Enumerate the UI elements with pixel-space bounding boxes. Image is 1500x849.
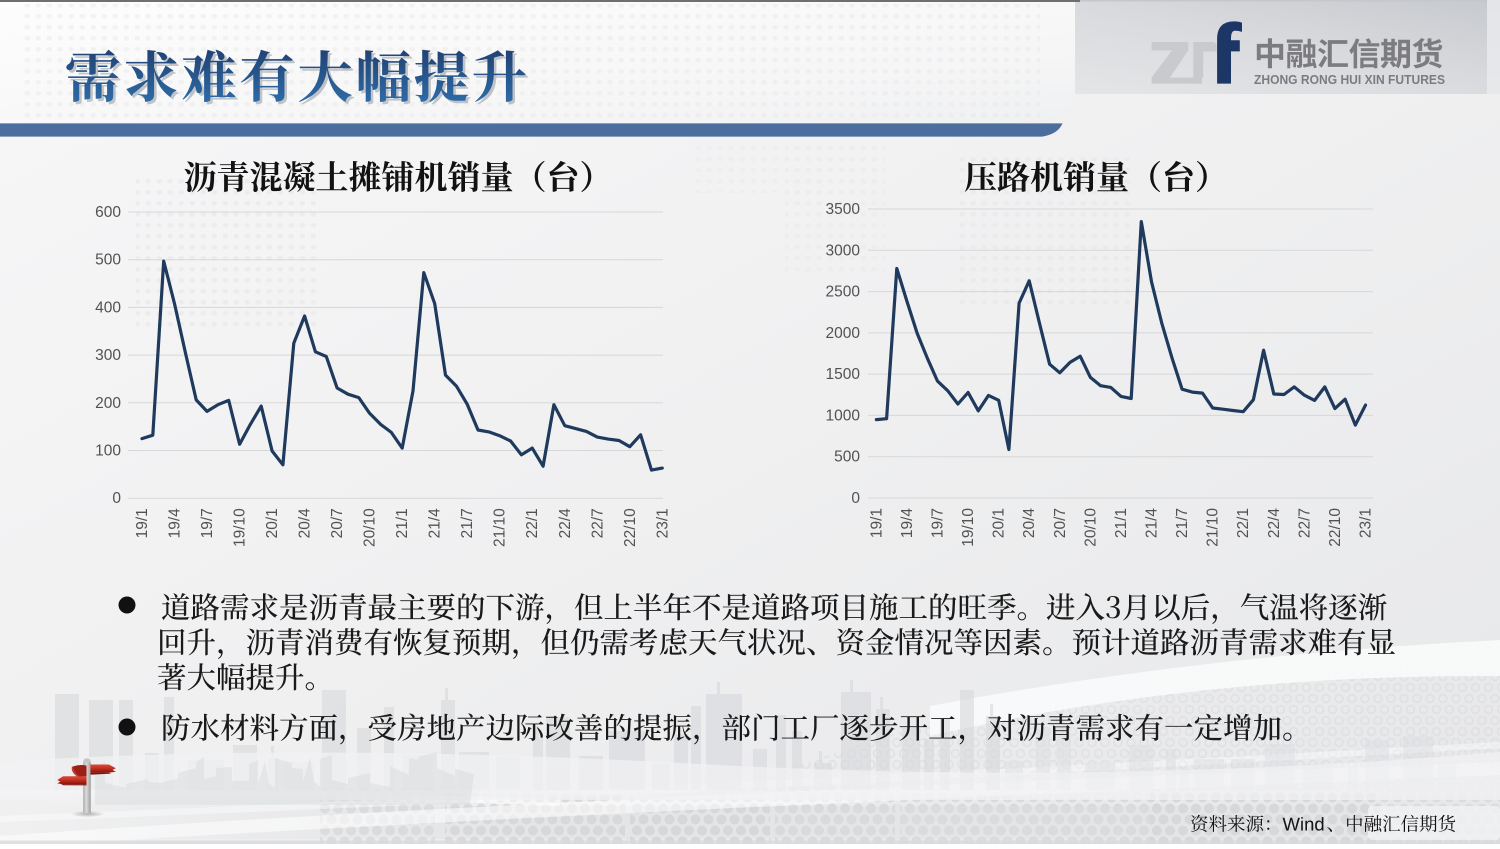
svg-text:21/1: 21/1 xyxy=(1113,508,1130,538)
svg-text:400: 400 xyxy=(95,299,121,316)
svg-text:20/7: 20/7 xyxy=(1052,508,1069,538)
svg-text:500: 500 xyxy=(834,449,860,466)
svg-text:0: 0 xyxy=(112,490,121,507)
svg-text:22/1: 22/1 xyxy=(524,508,541,538)
svg-text:0: 0 xyxy=(851,490,860,507)
svg-text:20/4: 20/4 xyxy=(297,508,314,539)
svg-text:22/10: 22/10 xyxy=(622,508,639,547)
svg-text:22/7: 22/7 xyxy=(1296,508,1313,538)
svg-text:21/7: 21/7 xyxy=(1174,508,1191,538)
svg-text:21/1: 21/1 xyxy=(394,508,411,538)
svg-text:22/10: 22/10 xyxy=(1327,508,1344,547)
svg-text:3500: 3500 xyxy=(826,201,861,218)
svg-text:20/10: 20/10 xyxy=(362,508,379,547)
svg-text:22/4: 22/4 xyxy=(557,508,574,539)
svg-text:19/7: 19/7 xyxy=(930,508,947,538)
svg-text:20/1: 20/1 xyxy=(264,508,281,538)
svg-text:21/10: 21/10 xyxy=(1205,508,1222,547)
svg-text:3000: 3000 xyxy=(826,242,861,259)
svg-text:20/10: 20/10 xyxy=(1082,508,1099,547)
svg-text:22/1: 22/1 xyxy=(1235,508,1252,538)
svg-text:19/4: 19/4 xyxy=(167,508,184,539)
svg-text:1500: 1500 xyxy=(826,366,861,383)
svg-text:20/4: 20/4 xyxy=(1021,508,1038,539)
svg-text:21/10: 21/10 xyxy=(492,508,509,547)
svg-text:20/7: 20/7 xyxy=(329,508,346,538)
svg-text:19/7: 19/7 xyxy=(199,508,216,538)
svg-text:100: 100 xyxy=(95,443,121,460)
svg-text:21/4: 21/4 xyxy=(427,508,444,539)
svg-text:19/1: 19/1 xyxy=(868,508,885,538)
svg-text:600: 600 xyxy=(95,204,121,221)
svg-text:19/10: 19/10 xyxy=(960,508,977,547)
svg-text:19/10: 19/10 xyxy=(232,508,249,547)
svg-text:23/1: 23/1 xyxy=(1358,508,1375,538)
svg-text:2000: 2000 xyxy=(826,325,861,342)
svg-text:200: 200 xyxy=(95,395,121,412)
svg-text:500: 500 xyxy=(95,252,121,269)
svg-text:19/4: 19/4 xyxy=(899,508,916,539)
svg-text:2500: 2500 xyxy=(826,284,861,301)
svg-text:22/7: 22/7 xyxy=(589,508,606,538)
svg-text:21/4: 21/4 xyxy=(1144,508,1161,539)
svg-text:22/4: 22/4 xyxy=(1266,508,1283,539)
svg-text:ZHONG RONG HUI XIN FUTURES: ZHONG RONG HUI XIN FUTURES xyxy=(1254,72,1445,87)
svg-text:1000: 1000 xyxy=(826,407,861,424)
svg-text:20/1: 20/1 xyxy=(991,508,1008,538)
svg-text:19/1: 19/1 xyxy=(134,508,151,538)
svg-text:23/1: 23/1 xyxy=(654,508,671,538)
svg-text:21/7: 21/7 xyxy=(459,508,476,538)
svg-text:300: 300 xyxy=(95,347,121,364)
